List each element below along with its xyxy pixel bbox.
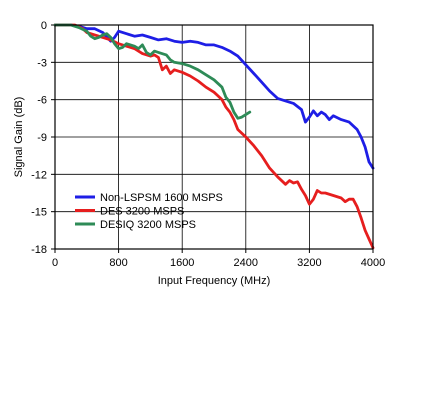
plot-frame (54, 24, 374, 250)
legend-label: Non-LSPSM 1600 MSPS (100, 192, 223, 204)
x-tick-label: 800 (109, 257, 127, 269)
legend-label: DESIQ 3200 MSPS (100, 219, 196, 231)
series-line (53, 23, 375, 250)
y-tick-label: -18 (31, 244, 47, 256)
y-tick-label: -12 (31, 169, 47, 181)
series-lines (53, 23, 375, 250)
x-tick-label: 1600 (170, 257, 194, 269)
y-tick-label: -3 (37, 57, 47, 69)
x-tick-labels: 0 800 1600 2400 3200 4000 (52, 257, 385, 269)
x-tick-label: 2400 (234, 257, 258, 269)
x-tick-label: 3200 (297, 257, 321, 269)
y-tick-label: -15 (31, 207, 47, 219)
x-tick-label: 0 (52, 257, 58, 269)
series-line (53, 23, 252, 120)
y-tick-label: 0 (41, 20, 47, 32)
y-tick-labels: 0 -3 -6 -9 -12 -15 -18 (31, 20, 47, 256)
series-line (53, 23, 375, 170)
y-axis-title: Signal Gain (dB) (13, 97, 25, 178)
y-tick-label: -6 (37, 95, 47, 107)
x-axis-title: Input Frequency (MHz) (158, 275, 270, 287)
x-tick-label: 4000 (361, 257, 385, 269)
legend-label: DES 3200 MSPS (100, 206, 184, 218)
y-tick-label: -9 (37, 132, 47, 144)
